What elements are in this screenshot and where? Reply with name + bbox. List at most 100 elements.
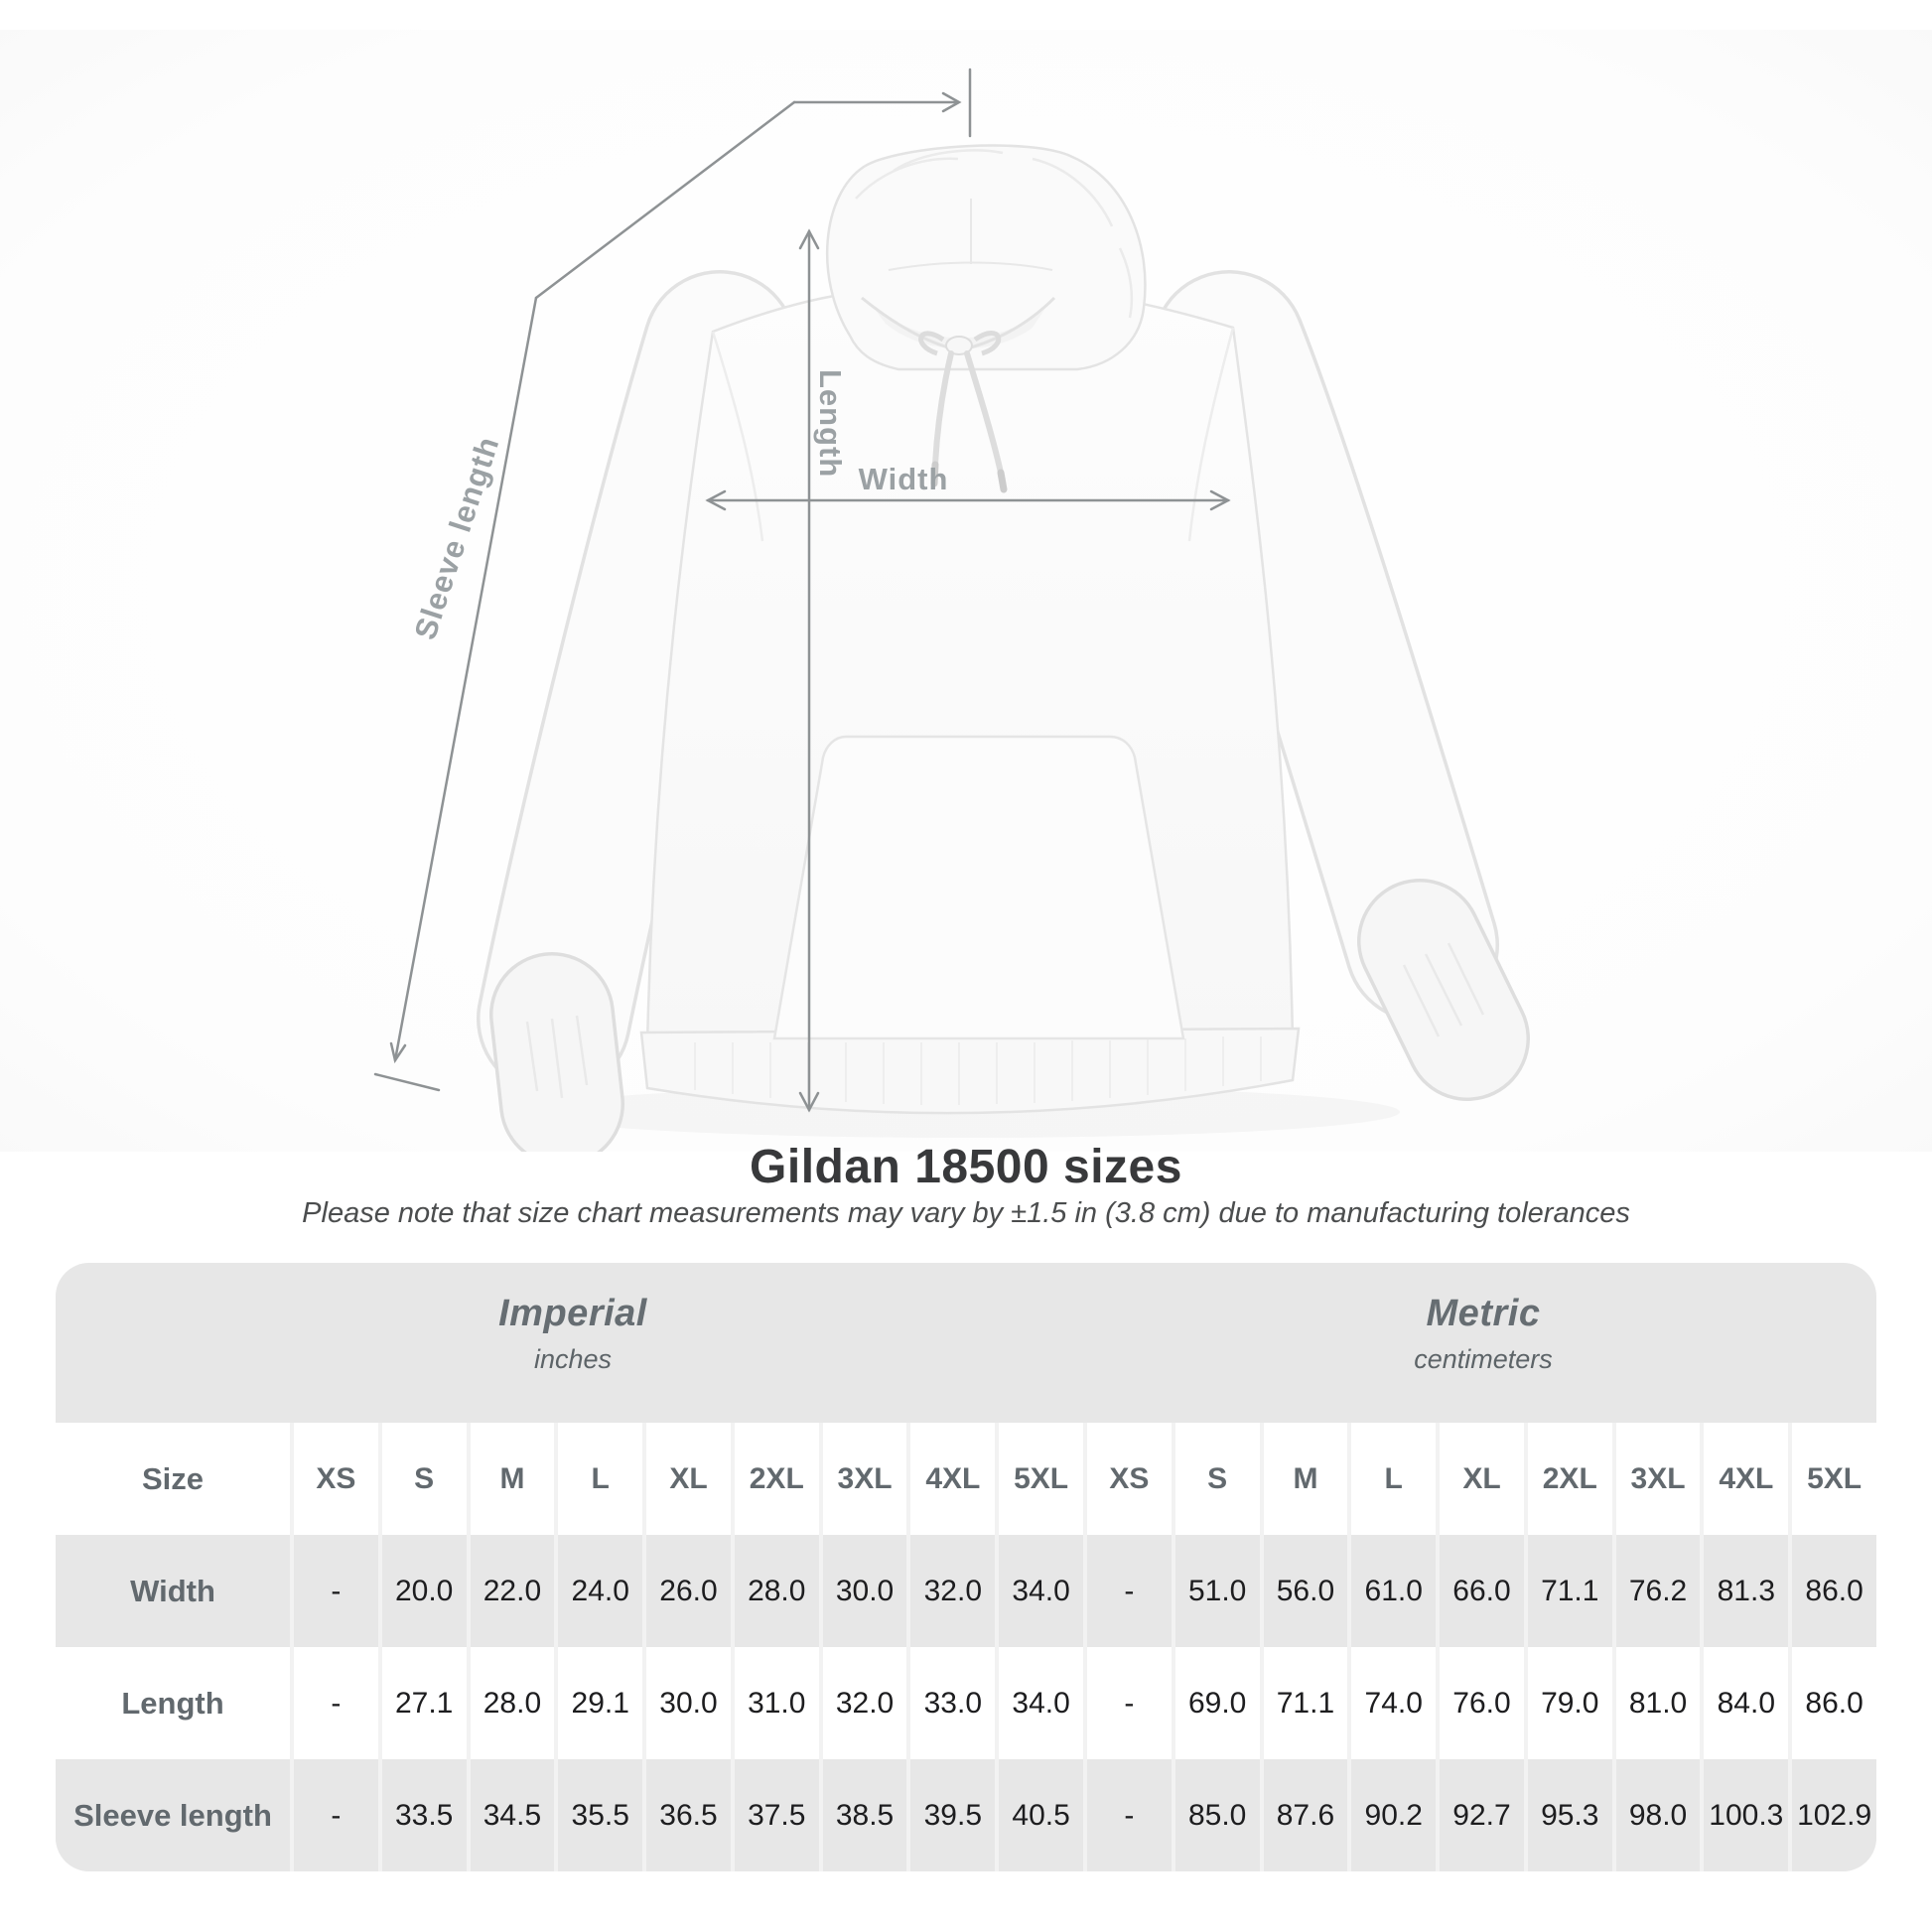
row-label: Width	[56, 1535, 290, 1647]
hoodie-photo	[477, 144, 1530, 1152]
metric-size-header: S	[1174, 1423, 1260, 1535]
metric-value-cell: 95.3	[1527, 1759, 1612, 1871]
length-label: Length	[813, 369, 848, 478]
imperial-subtitle: inches	[533, 1344, 613, 1374]
width-arrow	[705, 489, 1231, 511]
metric-value-cell: -	[1087, 1759, 1172, 1871]
shoulder-seams	[711, 327, 1235, 542]
imperial-value-cell: 39.5	[910, 1759, 996, 1871]
metric-value-cell: 86.0	[1792, 1535, 1876, 1647]
metric-value-cell: 76.2	[1615, 1535, 1701, 1647]
measurement-annotations	[373, 68, 1231, 1113]
imperial-value-cell: 26.0	[646, 1535, 731, 1647]
imperial-size-header: L	[558, 1423, 643, 1535]
metric-value-cell: 102.9	[1792, 1759, 1876, 1871]
metric-value-cell: 81.0	[1615, 1647, 1701, 1759]
imperial-value-cell: 20.0	[381, 1535, 467, 1647]
metric-value-cell: 51.0	[1174, 1535, 1260, 1647]
imperial-value-cell: 34.0	[999, 1535, 1083, 1647]
drawstring-bow	[918, 331, 1008, 493]
metric-value-cell: 100.3	[1704, 1759, 1789, 1871]
arrowhead-right-icon	[1209, 489, 1231, 511]
metric-title: Metric	[1426, 1293, 1541, 1334]
metric-subtitle: centimeters	[1414, 1344, 1553, 1374]
metric-unit-header: Metric centimeters	[1090, 1263, 1876, 1423]
metric-value-cell: 76.0	[1440, 1647, 1524, 1759]
imperial-value-cell: -	[294, 1535, 378, 1647]
size-grid: Size XS S M L XL 2XL 3XL 4XL 5XL XS S M L XL 2XL 3XL 4XL 5…	[56, 1423, 1876, 1871]
metric-value-cell: 74.0	[1351, 1647, 1437, 1759]
arrowhead-left-icon	[705, 489, 727, 511]
metric-size-header: 4XL	[1704, 1423, 1789, 1535]
metric-value-cell: 69.0	[1174, 1647, 1260, 1759]
metric-value-cell: 79.0	[1527, 1647, 1612, 1759]
imperial-value-cell: 29.1	[558, 1647, 643, 1759]
imperial-value-cell: 27.1	[381, 1647, 467, 1759]
imperial-value-cell: 28.0	[470, 1647, 555, 1759]
metric-size-header: XS	[1087, 1423, 1172, 1535]
imperial-value-cell: 34.5	[470, 1759, 555, 1871]
metric-size-header: XL	[1440, 1423, 1524, 1535]
tolerance-note: Please note that size chart measurements…	[302, 1197, 1630, 1229]
imperial-value-cell: 28.0	[734, 1535, 819, 1647]
imperial-value-cell: 24.0	[558, 1535, 643, 1647]
hood-folds	[855, 149, 1134, 319]
metric-value-cell: 92.7	[1440, 1759, 1524, 1871]
imperial-title: Imperial	[498, 1293, 647, 1334]
imperial-size-header: 5XL	[999, 1423, 1083, 1535]
metric-value-cell: 71.1	[1527, 1535, 1612, 1647]
arrowhead-right-icon	[941, 91, 962, 113]
imperial-size-header: M	[470, 1423, 555, 1535]
size-column-header: Size	[56, 1423, 290, 1535]
imperial-value-cell: -	[294, 1647, 378, 1759]
imperial-value-cell: 40.5	[999, 1759, 1083, 1871]
sleeve-length-arrow	[373, 68, 972, 1092]
left-cuff-ribs	[525, 1015, 589, 1099]
metric-value-cell: -	[1087, 1647, 1172, 1759]
metric-value-cell: 87.6	[1263, 1759, 1348, 1871]
metric-size-header: M	[1263, 1423, 1348, 1535]
metric-value-cell: 61.0	[1351, 1535, 1437, 1647]
imperial-value-cell: 32.0	[822, 1647, 907, 1759]
arrowhead-up-icon	[798, 228, 820, 250]
hood-back-panel-seams	[888, 199, 1053, 271]
right-sleeve	[1152, 270, 1530, 1101]
imperial-value-cell: 30.0	[822, 1535, 907, 1647]
imperial-value-cell: 33.0	[910, 1647, 996, 1759]
imperial-value-cell: -	[294, 1759, 378, 1871]
page-title: Gildan 18500 sizes	[750, 1141, 1182, 1193]
width-label: Width	[859, 462, 949, 496]
metric-value-cell: 85.0	[1174, 1759, 1260, 1871]
row-label: Sleeve length	[56, 1759, 290, 1871]
imperial-value-cell: 37.5	[734, 1759, 819, 1871]
arrowhead-down-icon	[798, 1091, 820, 1113]
imperial-value-cell: 36.5	[646, 1759, 731, 1871]
metric-value-cell: -	[1087, 1535, 1172, 1647]
metric-value-cell: 56.0	[1263, 1535, 1348, 1647]
unit-header-band: Imperial inches Metric centimeters	[56, 1263, 1876, 1423]
length-arrow	[798, 228, 820, 1113]
imperial-size-header: 2XL	[734, 1423, 819, 1535]
metric-value-cell: 81.3	[1704, 1535, 1789, 1647]
imperial-size-header: XL	[646, 1423, 731, 1535]
metric-value-cell: 86.0	[1792, 1647, 1876, 1759]
hoodie-measurement-diagram: Sleeve length Length Width	[0, 30, 1932, 1152]
metric-value-cell: 90.2	[1351, 1759, 1437, 1871]
row-label: Length	[56, 1647, 290, 1759]
size-table: Imperial inches Metric centimeters Size X…	[56, 1263, 1876, 1871]
imperial-value-cell: 30.0	[646, 1647, 731, 1759]
imperial-size-header: XS	[294, 1423, 378, 1535]
kangaroo-pocket	[772, 735, 1185, 1040]
metric-size-header: 2XL	[1527, 1423, 1612, 1535]
cuff-tick	[373, 1072, 441, 1092]
imperial-size-header: 3XL	[822, 1423, 907, 1535]
hood	[826, 144, 1147, 371]
imperial-value-cell: 22.0	[470, 1535, 555, 1647]
metric-value-cell: 71.1	[1263, 1647, 1348, 1759]
imperial-value-cell: 34.0	[999, 1647, 1083, 1759]
metric-size-header: 3XL	[1615, 1423, 1701, 1535]
metric-value-cell: 66.0	[1440, 1535, 1524, 1647]
right-cuff-ribs	[1402, 942, 1485, 1037]
imperial-value-cell: 31.0	[734, 1647, 819, 1759]
